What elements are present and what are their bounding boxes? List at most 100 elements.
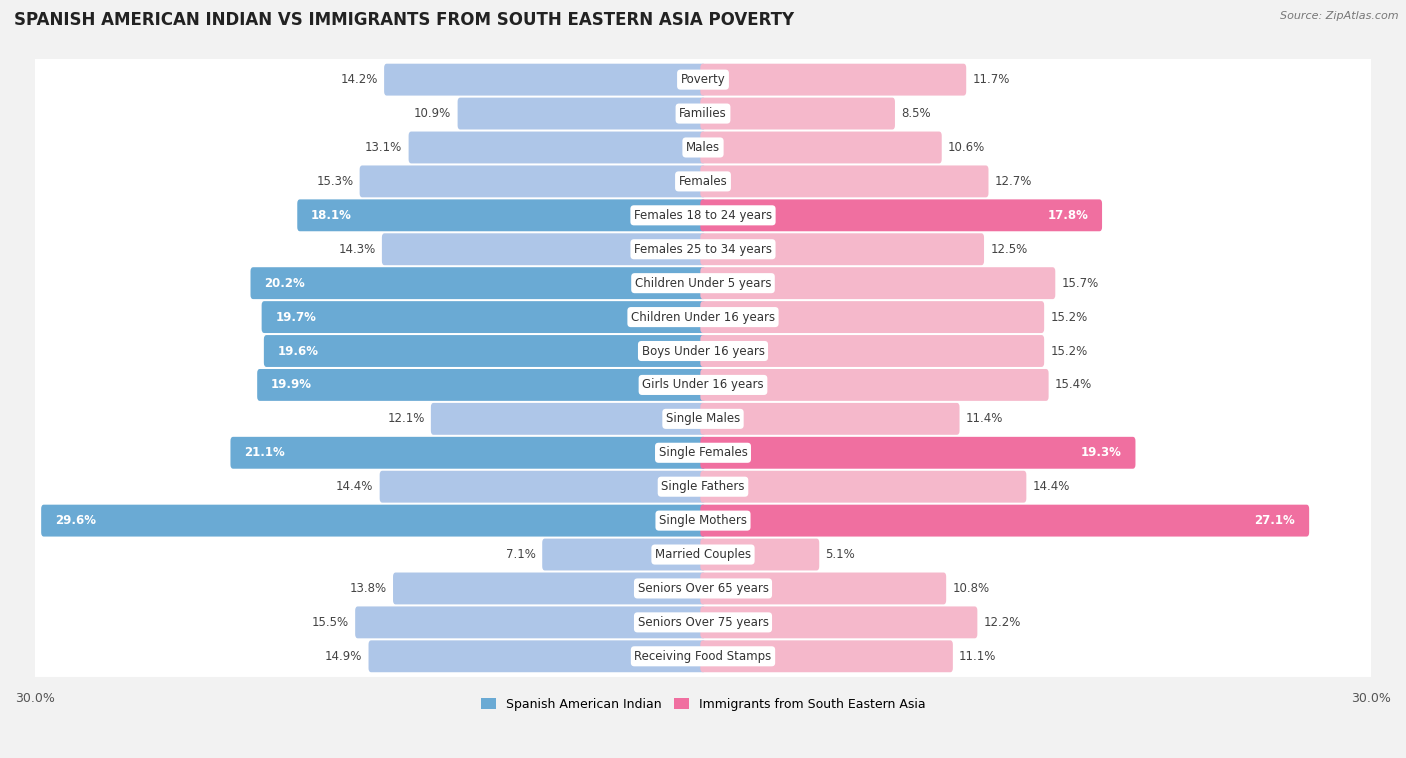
FancyBboxPatch shape: [264, 335, 706, 367]
Text: 8.5%: 8.5%: [901, 107, 931, 120]
FancyBboxPatch shape: [700, 98, 896, 130]
Text: 19.3%: 19.3%: [1081, 446, 1122, 459]
FancyBboxPatch shape: [31, 568, 1375, 609]
Text: 12.1%: 12.1%: [387, 412, 425, 425]
FancyBboxPatch shape: [700, 233, 984, 265]
Text: SPANISH AMERICAN INDIAN VS IMMIGRANTS FROM SOUTH EASTERN ASIA POVERTY: SPANISH AMERICAN INDIAN VS IMMIGRANTS FR…: [14, 11, 794, 30]
FancyBboxPatch shape: [31, 500, 1375, 541]
FancyBboxPatch shape: [430, 403, 706, 435]
Legend: Spanish American Indian, Immigrants from South Eastern Asia: Spanish American Indian, Immigrants from…: [475, 693, 931, 716]
FancyBboxPatch shape: [700, 335, 1045, 367]
Text: Seniors Over 75 years: Seniors Over 75 years: [637, 616, 769, 629]
FancyBboxPatch shape: [31, 93, 1375, 134]
Text: 7.1%: 7.1%: [506, 548, 536, 561]
FancyBboxPatch shape: [394, 572, 706, 604]
FancyBboxPatch shape: [384, 64, 706, 96]
FancyBboxPatch shape: [31, 636, 1375, 677]
FancyBboxPatch shape: [31, 127, 1375, 168]
FancyBboxPatch shape: [700, 369, 1049, 401]
FancyBboxPatch shape: [31, 330, 1375, 371]
Text: 14.3%: 14.3%: [339, 243, 375, 255]
Text: 15.7%: 15.7%: [1062, 277, 1098, 290]
Text: 19.6%: 19.6%: [277, 344, 319, 358]
Text: 14.2%: 14.2%: [340, 73, 378, 86]
Text: 19.7%: 19.7%: [276, 311, 316, 324]
Text: Single Males: Single Males: [666, 412, 740, 425]
FancyBboxPatch shape: [380, 471, 706, 503]
FancyBboxPatch shape: [700, 641, 953, 672]
Text: 17.8%: 17.8%: [1047, 208, 1088, 222]
Text: 10.6%: 10.6%: [948, 141, 986, 154]
Text: Females 25 to 34 years: Females 25 to 34 years: [634, 243, 772, 255]
FancyBboxPatch shape: [31, 602, 1375, 643]
Text: Children Under 5 years: Children Under 5 years: [634, 277, 772, 290]
FancyBboxPatch shape: [457, 98, 706, 130]
FancyBboxPatch shape: [700, 403, 959, 435]
Text: Receiving Food Stamps: Receiving Food Stamps: [634, 650, 772, 662]
FancyBboxPatch shape: [700, 64, 966, 96]
Text: 13.8%: 13.8%: [350, 582, 387, 595]
Text: 27.1%: 27.1%: [1254, 514, 1295, 527]
Text: Married Couples: Married Couples: [655, 548, 751, 561]
Text: Seniors Over 65 years: Seniors Over 65 years: [637, 582, 769, 595]
FancyBboxPatch shape: [700, 539, 820, 571]
FancyBboxPatch shape: [700, 437, 1136, 468]
Text: Families: Families: [679, 107, 727, 120]
FancyBboxPatch shape: [31, 59, 1375, 100]
Text: 10.9%: 10.9%: [415, 107, 451, 120]
FancyBboxPatch shape: [231, 437, 706, 468]
Text: 15.4%: 15.4%: [1054, 378, 1092, 391]
FancyBboxPatch shape: [360, 165, 706, 197]
Text: 5.1%: 5.1%: [825, 548, 855, 561]
FancyBboxPatch shape: [297, 199, 706, 231]
FancyBboxPatch shape: [409, 132, 706, 164]
FancyBboxPatch shape: [700, 268, 1056, 299]
FancyBboxPatch shape: [257, 369, 706, 401]
Text: 12.5%: 12.5%: [990, 243, 1028, 255]
Text: 15.5%: 15.5%: [312, 616, 349, 629]
Text: 11.1%: 11.1%: [959, 650, 997, 662]
Text: 20.2%: 20.2%: [264, 277, 305, 290]
FancyBboxPatch shape: [700, 301, 1045, 333]
FancyBboxPatch shape: [31, 466, 1375, 507]
FancyBboxPatch shape: [700, 606, 977, 638]
Text: Poverty: Poverty: [681, 73, 725, 86]
Text: 19.9%: 19.9%: [271, 378, 312, 391]
Text: Source: ZipAtlas.com: Source: ZipAtlas.com: [1281, 11, 1399, 21]
Text: 14.4%: 14.4%: [1032, 481, 1070, 493]
Text: 18.1%: 18.1%: [311, 208, 352, 222]
Text: 15.2%: 15.2%: [1050, 344, 1088, 358]
FancyBboxPatch shape: [31, 296, 1375, 338]
FancyBboxPatch shape: [31, 161, 1375, 202]
Text: 15.3%: 15.3%: [316, 175, 353, 188]
Text: Females 18 to 24 years: Females 18 to 24 years: [634, 208, 772, 222]
Text: Single Females: Single Females: [658, 446, 748, 459]
FancyBboxPatch shape: [700, 471, 1026, 503]
Text: 21.1%: 21.1%: [245, 446, 285, 459]
FancyBboxPatch shape: [700, 165, 988, 197]
FancyBboxPatch shape: [31, 262, 1375, 304]
FancyBboxPatch shape: [356, 606, 706, 638]
Text: 12.2%: 12.2%: [984, 616, 1021, 629]
Text: 10.8%: 10.8%: [952, 582, 990, 595]
Text: 14.9%: 14.9%: [325, 650, 363, 662]
FancyBboxPatch shape: [700, 132, 942, 164]
FancyBboxPatch shape: [250, 268, 706, 299]
FancyBboxPatch shape: [31, 195, 1375, 236]
Text: Children Under 16 years: Children Under 16 years: [631, 311, 775, 324]
FancyBboxPatch shape: [700, 199, 1102, 231]
FancyBboxPatch shape: [368, 641, 706, 672]
Text: 29.6%: 29.6%: [55, 514, 96, 527]
FancyBboxPatch shape: [382, 233, 706, 265]
FancyBboxPatch shape: [31, 229, 1375, 270]
Text: Males: Males: [686, 141, 720, 154]
Text: 13.1%: 13.1%: [366, 141, 402, 154]
Text: Single Fathers: Single Fathers: [661, 481, 745, 493]
Text: Boys Under 16 years: Boys Under 16 years: [641, 344, 765, 358]
Text: 11.7%: 11.7%: [973, 73, 1010, 86]
Text: 12.7%: 12.7%: [994, 175, 1032, 188]
FancyBboxPatch shape: [543, 539, 706, 571]
FancyBboxPatch shape: [31, 432, 1375, 474]
Text: 11.4%: 11.4%: [966, 412, 1002, 425]
FancyBboxPatch shape: [262, 301, 706, 333]
